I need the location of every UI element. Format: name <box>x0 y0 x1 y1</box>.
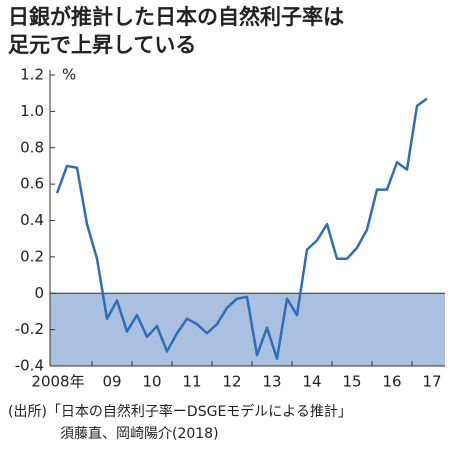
y-tick-label: 1.0 <box>20 102 44 120</box>
y-tick-label: -0.4 <box>15 357 44 375</box>
x-tick-label: 09 <box>102 373 121 391</box>
x-tick-label: 10 <box>142 373 161 391</box>
y-tick-label: 0.2 <box>20 247 44 265</box>
y-tick-label: 0.8 <box>20 138 44 156</box>
x-tick-label: 12 <box>222 373 241 391</box>
y-tick-label: 0.6 <box>20 175 44 193</box>
x-tick-label: 15 <box>342 373 361 391</box>
x-tick-label: 2008年 <box>31 373 84 391</box>
x-tick-label: 17 <box>422 373 441 391</box>
data-line <box>55 97 428 360</box>
y-tick-label: 0 <box>34 284 44 302</box>
x-tick-label: 16 <box>382 373 401 391</box>
x-tick-label: 14 <box>302 373 321 391</box>
x-tick-label: 13 <box>262 373 281 391</box>
y-unit: % <box>62 66 76 84</box>
y-tick-label: 0.4 <box>20 211 44 229</box>
source-line: 須藤直、岡崎陽介(2018) <box>60 425 219 442</box>
chart-title: 日銀が推計した日本の自然利子率は <box>8 5 344 29</box>
chart-subtitle: 足元で上昇している <box>8 33 196 57</box>
x-tick-label: 11 <box>182 373 201 391</box>
y-tick-label: 1.2 <box>20 66 44 84</box>
y-tick-label: -0.2 <box>15 320 44 338</box>
source-line: (出所)「日本の自然利子率ーDSGEモデルによる推計」 <box>8 403 352 420</box>
